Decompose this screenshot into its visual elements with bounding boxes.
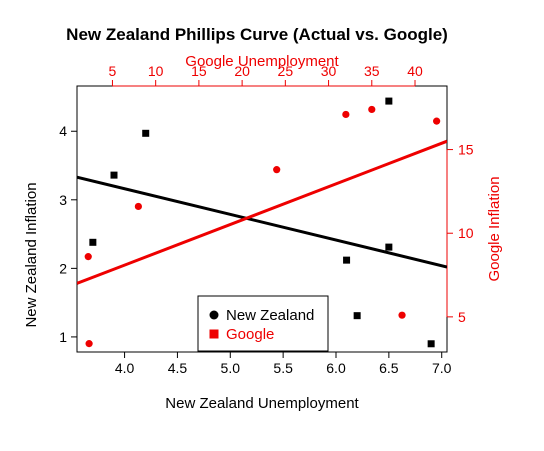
- legend-new-zealand-symbol: [209, 310, 219, 320]
- bottom-tick-label: 5.5: [273, 360, 293, 376]
- bottom-tick-label: 6.5: [379, 360, 399, 376]
- google-point: [368, 105, 376, 114]
- google-point: [433, 117, 441, 125]
- google-point: [134, 202, 142, 211]
- legend-google-label: Google: [226, 326, 274, 343]
- new-zealand-point: [343, 256, 351, 264]
- google-point: [398, 311, 406, 319]
- left-tick-label: 3: [59, 192, 67, 208]
- new-zealand-point: [385, 243, 393, 251]
- chart-title: New Zealand Phillips Curve (Actual vs. G…: [66, 25, 448, 44]
- google-fit-line: [77, 139, 447, 285]
- new-zealand-point: [385, 97, 393, 105]
- left-tick-label: 1: [59, 329, 67, 345]
- right-axis-label: Google Inflation: [486, 176, 503, 281]
- new-zealand-point: [89, 238, 97, 246]
- new-zealand-point: [110, 171, 118, 179]
- left-axis-label: New Zealand Inflation: [23, 182, 40, 327]
- top-tick-label: 35: [364, 63, 380, 79]
- legend-box: [197, 295, 329, 352]
- right-tick-label: 15: [458, 142, 474, 158]
- bottom-tick-label: 5.0: [221, 360, 241, 376]
- bottom-tick-label: 4.5: [168, 360, 188, 376]
- new-zealand-point: [142, 129, 150, 137]
- top-tick-label: 5: [109, 63, 117, 79]
- right-tick-label: 10: [458, 225, 474, 241]
- new-zealand-point: [353, 312, 361, 320]
- google-point: [342, 110, 350, 119]
- left-tick-label: 4: [59, 123, 67, 139]
- left-tick-label: 2: [59, 260, 67, 276]
- top-tick-label: 10: [148, 63, 164, 79]
- google-point: [84, 253, 92, 261]
- google-point: [85, 340, 93, 348]
- legend-google-symbol: [209, 329, 219, 339]
- bottom-tick-label: 6.0: [326, 360, 346, 376]
- bottom-axis-label: New Zealand Unemployment: [165, 395, 359, 412]
- top-tick-label: 40: [407, 63, 423, 79]
- new-zealand-point: [427, 340, 435, 348]
- top-tick-label: 20: [234, 63, 250, 79]
- top-tick-label: 15: [191, 63, 207, 79]
- bottom-tick-label: 7.0: [432, 360, 452, 376]
- right-tick-label: 5: [458, 309, 466, 325]
- new-zealand-fit-line: [77, 175, 447, 269]
- plot-area: 4.0 4.5 5.0 5.5 6.0 6.5 7.0 1 2 3 4 5 10 15 20 25 30 35 40…: [59, 63, 474, 376]
- bottom-tick-label: 4.0: [115, 360, 135, 376]
- top-axis-label: Google Unemployment: [185, 53, 339, 70]
- top-tick-label: 30: [321, 63, 337, 79]
- legend-new-zealand-label: New Zealand: [226, 307, 314, 324]
- legend: New Zealand Google: [197, 295, 329, 352]
- google-point: [273, 166, 281, 174]
- top-tick-label: 25: [278, 63, 294, 79]
